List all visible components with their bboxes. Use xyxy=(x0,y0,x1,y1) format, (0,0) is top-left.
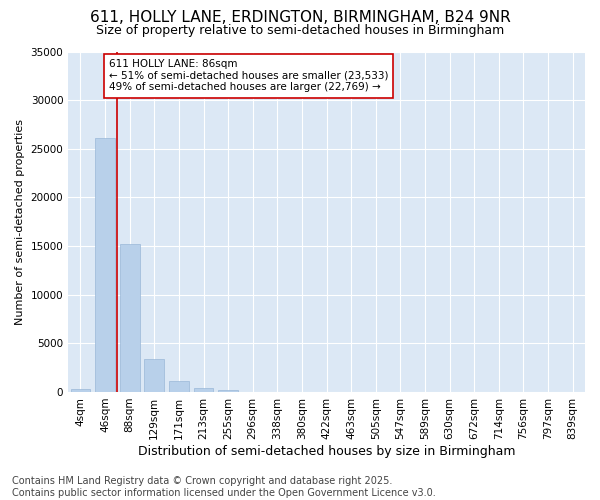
Text: 611, HOLLY LANE, ERDINGTON, BIRMINGHAM, B24 9NR: 611, HOLLY LANE, ERDINGTON, BIRMINGHAM, … xyxy=(89,10,511,25)
Text: 611 HOLLY LANE: 86sqm
← 51% of semi-detached houses are smaller (23,533)
49% of : 611 HOLLY LANE: 86sqm ← 51% of semi-deta… xyxy=(109,60,388,92)
Bar xyxy=(95,138,115,392)
Bar xyxy=(169,382,189,392)
Y-axis label: Number of semi-detached properties: Number of semi-detached properties xyxy=(15,118,25,324)
Text: Contains HM Land Registry data © Crown copyright and database right 2025.
Contai: Contains HM Land Registry data © Crown c… xyxy=(12,476,436,498)
X-axis label: Distribution of semi-detached houses by size in Birmingham: Distribution of semi-detached houses by … xyxy=(138,444,515,458)
Text: Size of property relative to semi-detached houses in Birmingham: Size of property relative to semi-detach… xyxy=(96,24,504,37)
Bar xyxy=(218,390,238,392)
Bar xyxy=(194,388,214,392)
Bar xyxy=(145,360,164,392)
Bar xyxy=(120,244,140,392)
Bar xyxy=(71,388,91,392)
